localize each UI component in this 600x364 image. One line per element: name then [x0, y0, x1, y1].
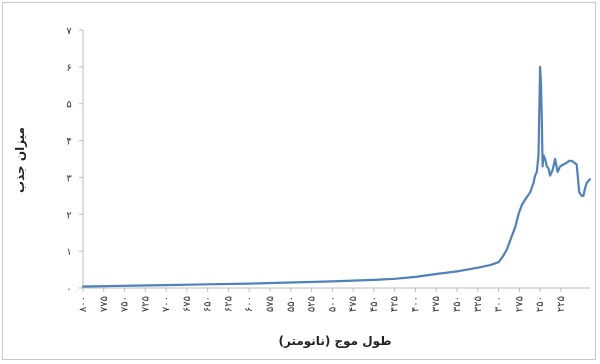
y-tick-label: ۵: [66, 100, 71, 111]
x-tick-label: ۵۷۵: [265, 296, 276, 312]
x-tick-label: ۴۵۰: [369, 296, 380, 312]
x-axis-title: طول موج (نانومتر): [279, 334, 392, 349]
y-tick-label: ۷: [66, 26, 72, 37]
y-tick-label: ۱: [66, 247, 71, 258]
series-line: [81, 65, 592, 288]
x-tick-label: ۸۰۰: [78, 296, 89, 312]
x-tick-label: ۳۲۵: [473, 296, 484, 312]
y-tick-label: ۶: [66, 63, 71, 74]
x-tick-label: ۵۵۰: [286, 296, 297, 312]
x-tick-label: ۳۵۰: [452, 296, 463, 312]
y-tick-label: ۰: [66, 284, 71, 295]
x-tick-label: ۳۷۵: [431, 296, 442, 312]
y-axis-title: میزان جذب: [13, 127, 27, 193]
x-tick-label: ۴۷۵: [348, 296, 359, 312]
x-tick-label: ۷۲۵: [140, 296, 151, 312]
y-tick-label: ۳: [66, 173, 72, 184]
y-tick-label: ۴: [66, 137, 71, 148]
x-tick-label: ۲۷۵: [514, 296, 525, 312]
x-tick-label: ۷۷۵: [99, 296, 110, 312]
x-tick-label: ۴۲۵: [390, 296, 401, 312]
x-tick-label: ۶۷۵: [182, 296, 193, 312]
x-tick-label: ۶۲۵: [223, 296, 234, 312]
x-tick-label: ۷۵۰: [120, 296, 131, 312]
x-tick-label: ۵۲۵: [307, 296, 318, 312]
x-tick-label: ۵۰۰: [327, 296, 338, 312]
x-tick-label: ۲۵۰: [535, 296, 546, 312]
x-tick-label: ۶۰۰: [244, 296, 255, 312]
chart-frame: [2, 2, 596, 360]
x-tick-label: ۳۰۰: [494, 296, 505, 312]
x-tick-label: ۶۵۰: [203, 296, 214, 312]
x-tick-label: ۴۰۰: [410, 296, 421, 312]
x-tick-label: ۲۲۵: [556, 296, 567, 312]
y-tick-label: ۲: [66, 210, 71, 221]
x-tick-label: ۷۰۰: [161, 296, 172, 312]
